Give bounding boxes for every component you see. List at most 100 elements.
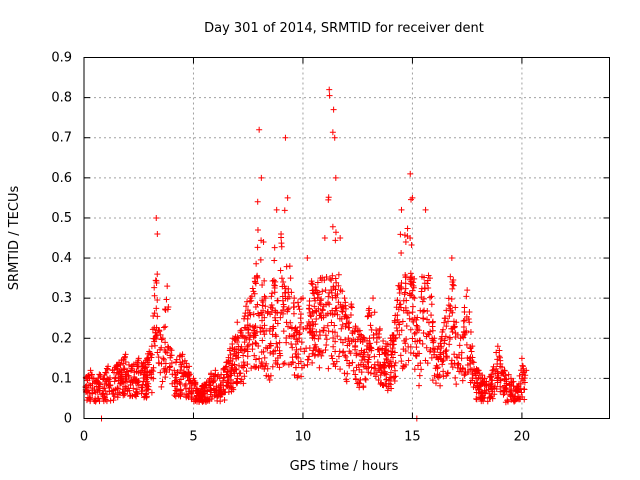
data-point: [244, 345, 251, 352]
data-point: [139, 388, 146, 395]
data-point: [266, 377, 273, 384]
data-point: [290, 310, 297, 317]
data-point: [269, 290, 276, 297]
data-point: [164, 306, 171, 313]
data-point: [313, 316, 320, 323]
data-point: [309, 318, 316, 325]
data-point: [151, 324, 158, 331]
data-point: [207, 391, 214, 398]
data-point: [460, 317, 467, 324]
data-point: [152, 329, 159, 336]
data-point: [292, 326, 299, 333]
data-point: [304, 255, 311, 262]
data-point: [252, 323, 259, 330]
data-point: [288, 340, 295, 347]
data-point: [349, 359, 356, 366]
grid-lines: [84, 57, 610, 419]
data-point: [271, 289, 278, 296]
data-point: [114, 384, 121, 391]
data-point: [446, 334, 453, 341]
data-point: [263, 327, 270, 334]
data-point: [220, 374, 227, 381]
data-point: [496, 347, 503, 354]
data-point: [183, 360, 190, 367]
data-point: [288, 360, 295, 367]
data-point: [362, 375, 369, 382]
data-point: [398, 250, 405, 257]
data-point: [407, 280, 414, 287]
data-point: [309, 281, 316, 288]
data-point: [316, 328, 323, 335]
data-point: [514, 383, 521, 390]
data-point: [407, 292, 414, 299]
data-point: [268, 301, 275, 308]
data-point: [368, 364, 375, 371]
chart-title: Day 301 of 2014, SRMTID for receiver den…: [204, 21, 484, 36]
data-point: [397, 352, 404, 359]
data-point: [510, 378, 517, 385]
data-point: [149, 326, 156, 333]
data-point: [125, 385, 132, 392]
data-point: [257, 256, 264, 263]
data-point: [516, 372, 523, 379]
data-point: [339, 308, 346, 315]
data-point: [344, 342, 351, 349]
data-point: [402, 239, 409, 246]
data-point: [343, 378, 350, 385]
x-tick-label: 20: [514, 430, 531, 445]
data-point: [322, 287, 329, 294]
data-point: [463, 293, 470, 300]
data-point: [402, 347, 409, 354]
data-point: [380, 364, 387, 371]
data-point: [150, 364, 157, 371]
data-point: [262, 295, 269, 302]
data-point: [384, 352, 391, 359]
data-point: [87, 367, 94, 374]
data-point: [383, 356, 390, 363]
data-point: [463, 313, 470, 320]
data-point: [310, 321, 317, 328]
data-point: [291, 295, 298, 302]
data-point: [427, 294, 434, 301]
data-point: [477, 390, 484, 397]
data-point: [96, 371, 103, 378]
data-point: [158, 383, 165, 390]
data-point: [173, 388, 180, 395]
data-point: [519, 393, 526, 400]
data-point: [518, 389, 525, 396]
data-point: [154, 349, 161, 356]
data-point: [121, 354, 128, 361]
data-point: [466, 319, 473, 326]
data-point: [272, 347, 279, 354]
data-point: [97, 371, 104, 378]
data-point: [252, 339, 259, 346]
data-point: [413, 322, 420, 329]
data-point: [157, 369, 164, 376]
data-point: [494, 343, 501, 350]
data-point: [255, 310, 262, 317]
data-point: [291, 332, 298, 339]
data-point: [466, 355, 473, 362]
data-point: [375, 377, 382, 384]
data-point: [409, 287, 416, 294]
data-point: [291, 371, 298, 378]
data-point: [227, 383, 234, 390]
data-point: [120, 378, 127, 385]
data-point: [438, 335, 445, 342]
data-point: [356, 331, 363, 338]
data-point: [430, 345, 437, 352]
data-point: [306, 353, 313, 360]
data-point: [374, 346, 381, 353]
data-point: [475, 367, 482, 374]
data-point: [329, 294, 336, 301]
data-point: [512, 388, 519, 395]
data-point: [186, 385, 193, 392]
data-point: [463, 341, 470, 348]
data-point: [356, 380, 363, 387]
data-point: [101, 393, 108, 400]
data-point: [501, 387, 508, 394]
data-point: [181, 357, 188, 364]
data-point: [168, 360, 175, 367]
data-point: [352, 342, 359, 349]
data-point: [229, 335, 236, 342]
